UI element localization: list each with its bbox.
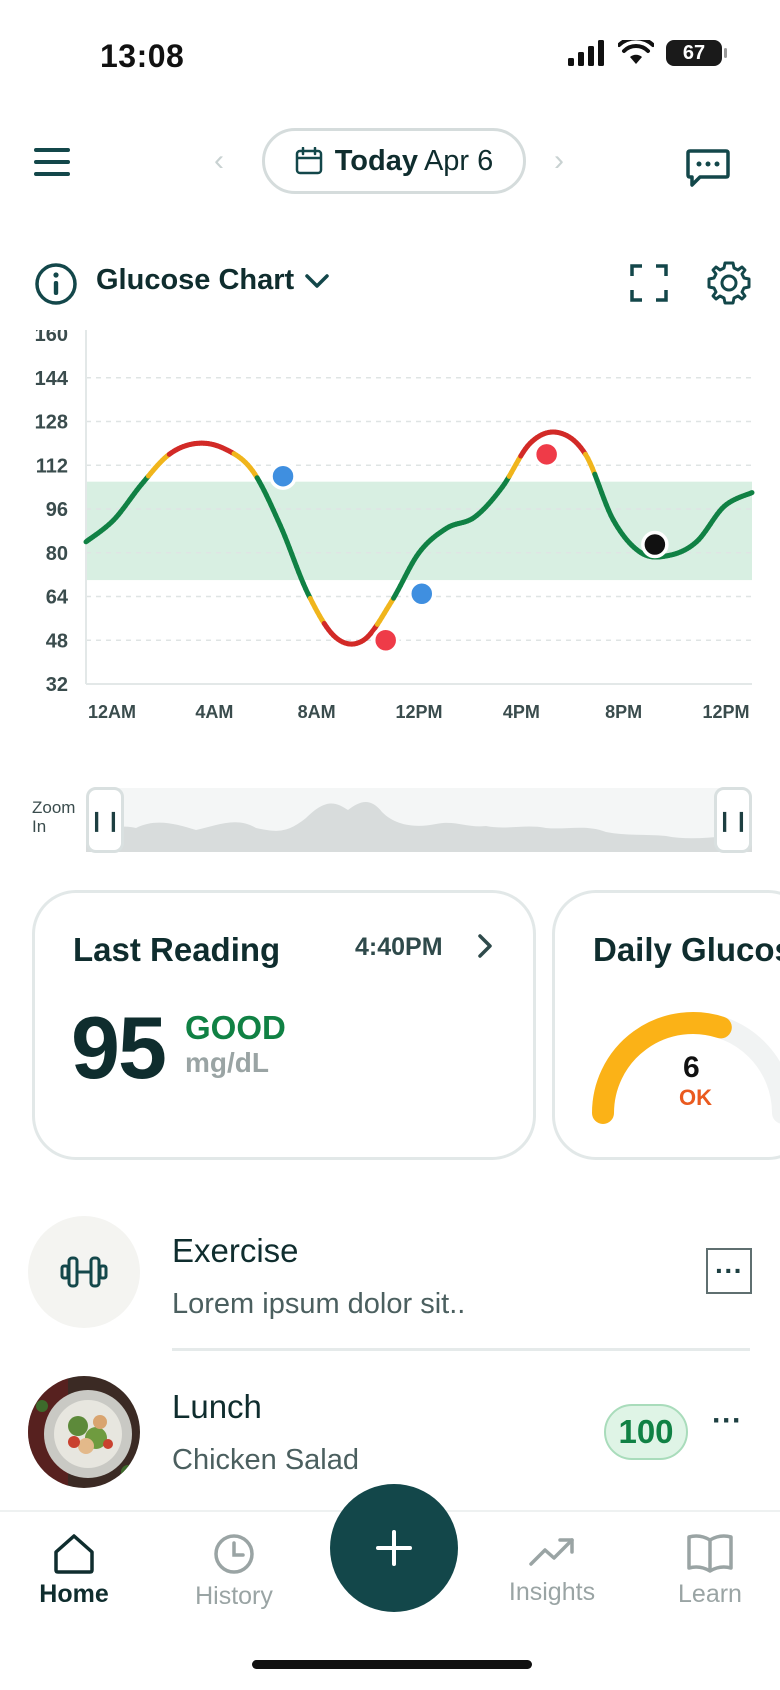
reading-marker (374, 628, 398, 652)
glucose-chart[interactable]: 160 144 128 112 96 80 64 48 32 12AM 4AM 8AM 12PM 4PM 8… (0, 330, 780, 780)
list-item-title: Lunch (172, 1388, 262, 1426)
tab-label: Home (39, 1580, 108, 1609)
y-tick-label: 128 (35, 412, 68, 434)
last-reading-status: GOOD (185, 1009, 286, 1047)
last-reading-unit: mg/dL (185, 1047, 269, 1079)
reading-marker (271, 464, 295, 488)
wifi-icon (618, 40, 654, 66)
tab-history[interactable]: History (164, 1532, 304, 1611)
x-tick-label: 4PM (503, 702, 540, 722)
chart-title: Glucose Chart (96, 264, 294, 297)
x-tick-label: 12AM (88, 702, 136, 722)
home-icon (52, 1532, 96, 1574)
next-day-button[interactable]: › (554, 144, 564, 178)
clock-icon (212, 1532, 256, 1576)
trend-icon (528, 1532, 576, 1572)
x-tick-label: 4AM (195, 702, 233, 722)
x-tick-label: 12PM (395, 702, 442, 722)
zoom-handle-right[interactable]: ❙❙ (714, 787, 752, 853)
zoom-label-line1: Zoom (32, 798, 75, 817)
zoom-handle-left[interactable]: ❙❙ (86, 787, 124, 853)
list-item-title: Exercise (172, 1232, 299, 1270)
y-tick-label: 48 (46, 630, 68, 652)
y-tick-label: 64 (46, 587, 69, 609)
daily-glucose-title: Daily Glucose (593, 931, 780, 969)
menu-icon[interactable] (34, 148, 70, 176)
tab-label: Insights (509, 1578, 595, 1607)
last-reading-time: 4:40PM (355, 933, 443, 962)
home-indicator (252, 1660, 532, 1669)
battery-indicator: 67 (666, 40, 722, 66)
reading-marker (535, 442, 559, 466)
zoom-range-slider[interactable]: ❙❙ ❙❙ (86, 788, 752, 852)
target-range-band (86, 482, 752, 580)
zoom-label-line2: In (32, 817, 75, 836)
calendar-icon (295, 147, 323, 175)
daily-glucose-value: 6 (683, 1051, 700, 1085)
chevron-right-icon[interactable] (475, 931, 495, 961)
tab-insights[interactable]: Insights (482, 1532, 622, 1607)
x-tick-label: 8AM (298, 702, 336, 722)
daily-glucose-gauge (555, 993, 780, 1133)
more-options-button[interactable]: ··· (706, 1248, 752, 1294)
status-time: 13:08 (100, 38, 184, 75)
previous-day-button[interactable]: ‹ (214, 144, 224, 178)
last-reading-title: Last Reading (73, 931, 280, 969)
add-entry-button[interactable] (330, 1484, 458, 1612)
signal-icon (568, 40, 606, 66)
glucose-score-badge: 100 (604, 1404, 688, 1460)
list-item[interactable]: Lunch Chicken Salad 100 ··· (0, 1370, 780, 1500)
exercise-icon-circle (28, 1216, 140, 1328)
fullscreen-icon[interactable] (630, 264, 668, 302)
y-tick-label: 112 (36, 455, 68, 477)
last-reading-card[interactable]: Last Reading 4:40PM 95 GOOD mg/dL (32, 890, 536, 1160)
list-item-subtitle: Chicken Salad (172, 1444, 359, 1477)
food-photo (28, 1376, 140, 1488)
daily-glucose-status: OK (679, 1085, 712, 1111)
status-icons: 67 (568, 40, 722, 66)
tab-label: Learn (678, 1580, 742, 1609)
divider (172, 1348, 750, 1351)
y-tick-label: 80 (46, 543, 68, 565)
chevron-down-icon (304, 272, 330, 290)
book-icon (686, 1532, 734, 1574)
tab-label: History (195, 1582, 273, 1611)
plus-icon (374, 1528, 414, 1568)
y-tick-label: 160 (35, 330, 68, 346)
date-today-label: Today (335, 145, 418, 178)
x-tick-label: 8PM (605, 702, 642, 722)
tab-home[interactable]: Home (4, 1532, 144, 1609)
dumbbell-icon (60, 1252, 108, 1292)
gear-icon[interactable] (706, 260, 752, 306)
list-item-subtitle: Lorem ipsum dolor sit.. (172, 1288, 465, 1321)
x-tick-label: 12PM (702, 702, 749, 722)
date-label: Apr 6 (424, 145, 493, 178)
list-item[interactable]: Exercise Lorem ipsum dolor sit.. ··· (0, 1210, 780, 1340)
reading-marker (643, 533, 667, 557)
zoom-preview (86, 788, 752, 852)
y-tick-label: 96 (46, 499, 68, 521)
daily-glucose-card[interactable]: Daily Glucose 6 OK (552, 890, 780, 1160)
chart-type-selector[interactable]: Glucose Chart (96, 264, 330, 297)
tab-learn[interactable]: Learn (640, 1532, 780, 1609)
glucose-line-segment (751, 493, 752, 494)
zoom-label: Zoom In (32, 798, 75, 836)
date-selector[interactable]: Today Apr 6 (262, 128, 526, 194)
y-tick-label: 32 (46, 674, 68, 696)
reading-marker (410, 582, 434, 606)
more-options-button[interactable]: ··· (712, 1404, 742, 1438)
last-reading-value: 95 (71, 997, 165, 1099)
y-tick-label: 144 (35, 368, 69, 390)
info-icon[interactable] (34, 262, 78, 306)
chat-icon[interactable] (686, 148, 730, 188)
